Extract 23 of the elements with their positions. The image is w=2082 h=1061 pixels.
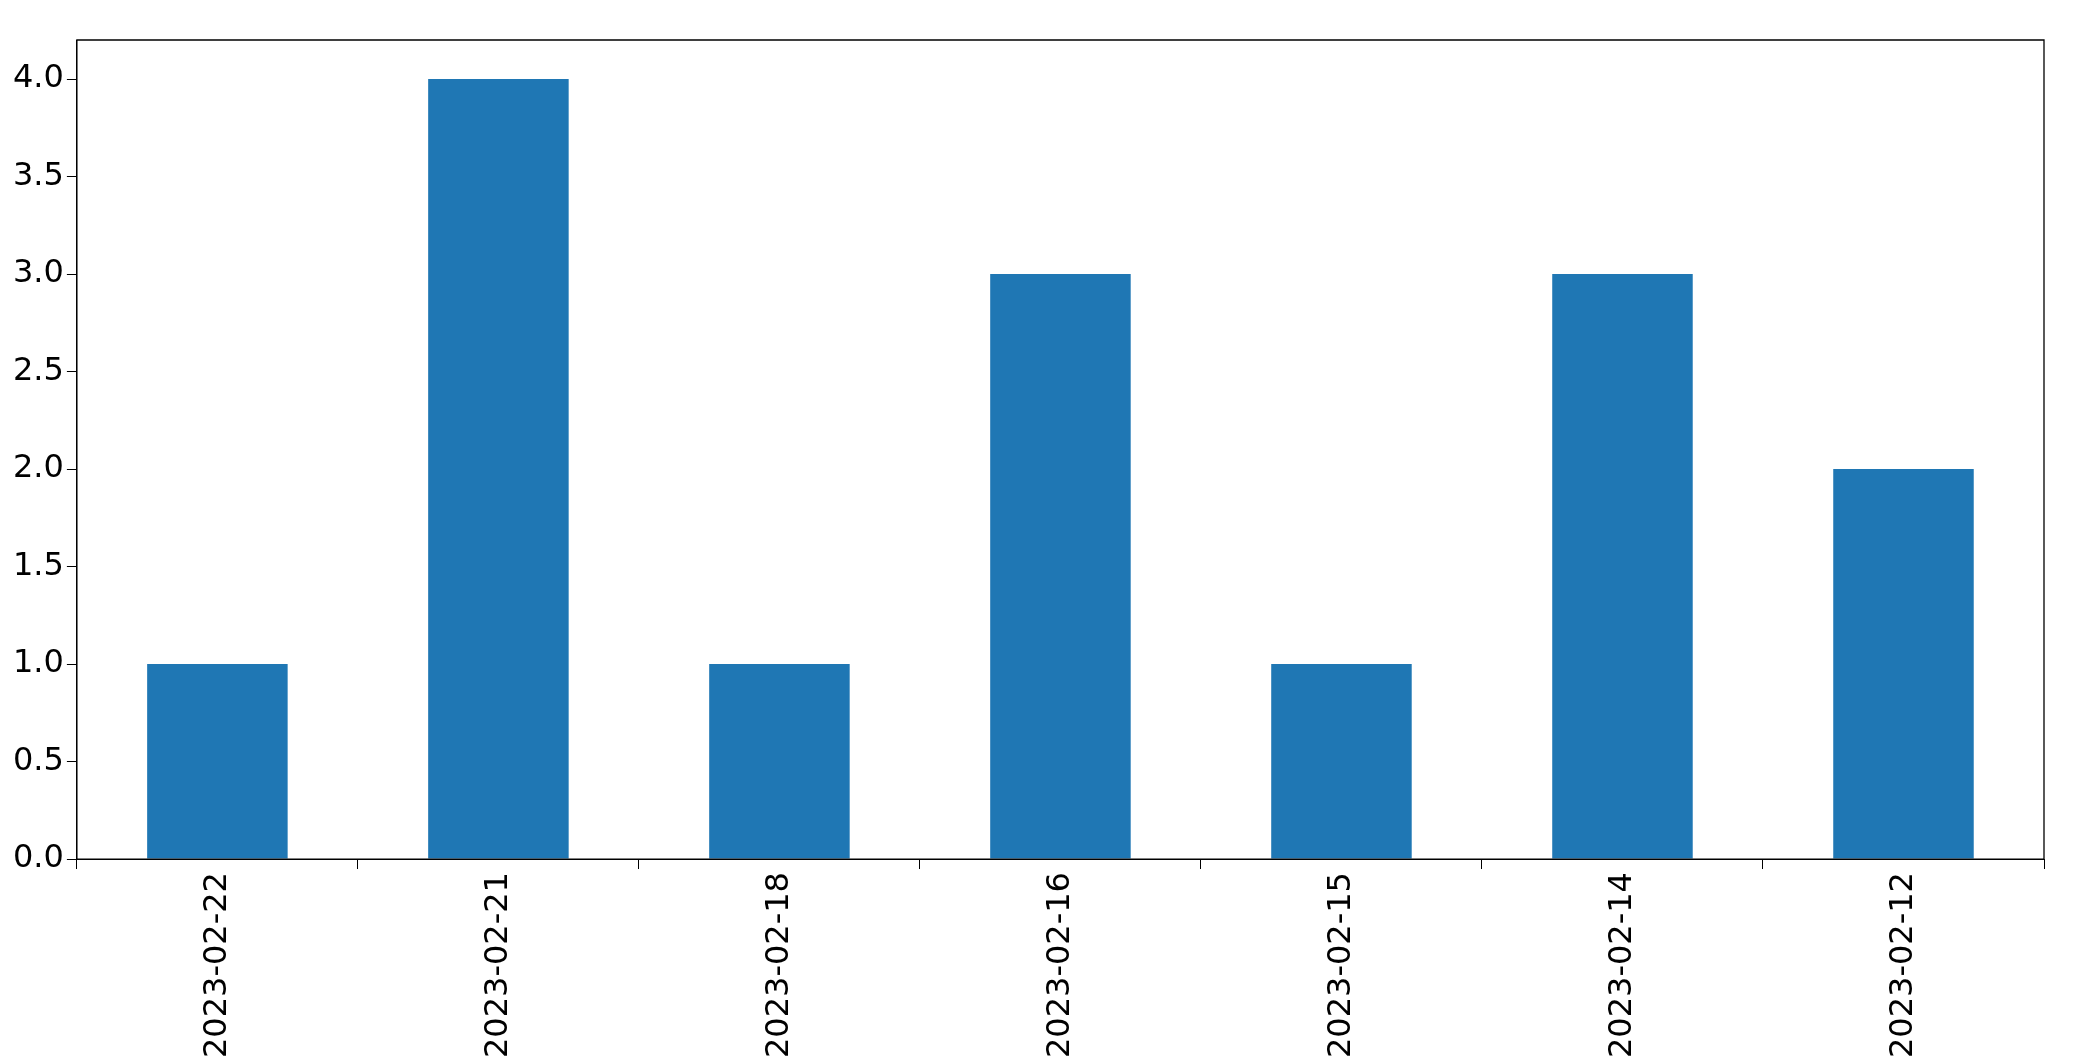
- y-tick-label: 2.5: [13, 349, 64, 388]
- bar: [428, 79, 569, 859]
- bar: [1833, 469, 1974, 859]
- x-tick-label: 2023-02-14: [1600, 872, 1639, 1058]
- bar: [709, 664, 850, 859]
- y-tick-label: 0.0: [13, 837, 64, 876]
- bar: [1552, 274, 1693, 859]
- bar: [1271, 664, 1412, 859]
- x-tick-label: 2023-02-15: [1319, 872, 1358, 1058]
- x-tick-label: 2023-02-12: [1881, 872, 1920, 1058]
- y-tick-label: 3.5: [13, 154, 64, 193]
- x-tick-label: 2023-02-18: [757, 872, 796, 1058]
- x-tick-label: 2023-02-21: [476, 872, 515, 1058]
- x-tick-label: 2023-02-16: [1038, 872, 1077, 1058]
- y-tick-label: 2.0: [13, 447, 64, 486]
- y-tick-label: 1.5: [13, 544, 64, 583]
- y-tick-label: 0.5: [13, 739, 64, 778]
- y-tick-label: 4.0: [13, 57, 64, 96]
- bar: [147, 664, 288, 859]
- y-tick-label: 1.0: [13, 642, 64, 681]
- bar: [990, 274, 1131, 859]
- x-tick-label: 2023-02-22: [195, 872, 234, 1058]
- y-tick-label: 3.0: [13, 252, 64, 291]
